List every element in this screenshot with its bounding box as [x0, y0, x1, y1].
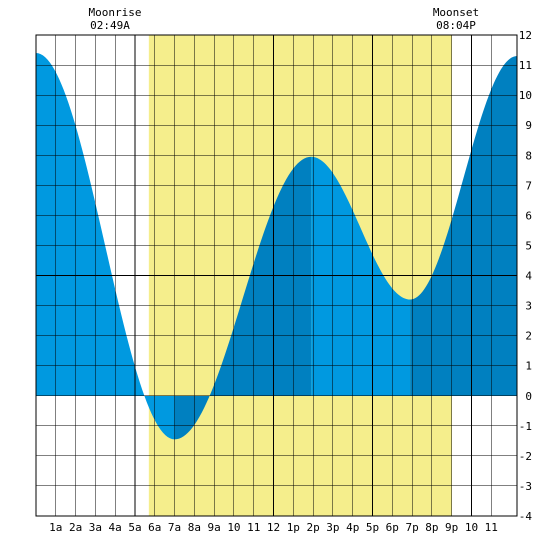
- x-tick-label: 10: [227, 521, 240, 534]
- x-tick-label: 4a: [109, 521, 122, 534]
- x-tick-label: 4p: [346, 521, 359, 534]
- x-tick-label: 2p: [306, 521, 319, 534]
- x-tick-label: 1a: [49, 521, 62, 534]
- y-tick-label: 5: [525, 239, 532, 252]
- y-tick-label: 10: [519, 89, 532, 102]
- moonset-title: Moonset: [433, 6, 479, 19]
- y-tick-label: 4: [525, 270, 532, 283]
- y-tick-label: 7: [525, 179, 532, 192]
- x-tick-label: 6a: [148, 521, 161, 534]
- moonrise-title: Moonrise: [89, 6, 142, 19]
- x-tick-label: 5p: [366, 521, 379, 534]
- y-tick-label: -4: [519, 510, 533, 523]
- x-tick-label: 12: [267, 521, 280, 534]
- moonset-time: 08:04P: [436, 19, 476, 32]
- falling-tide-area: [311, 156, 411, 396]
- y-tick-label: 11: [519, 59, 532, 72]
- y-tick-label: -2: [519, 450, 532, 463]
- x-tick-label: 6p: [386, 521, 399, 534]
- x-tick-label: 3a: [89, 521, 102, 534]
- falling-tide-area: [36, 53, 175, 440]
- x-tick-label: 8p: [425, 521, 438, 534]
- rising-tide-area: [174, 156, 312, 440]
- x-tick-label: 8a: [188, 521, 201, 534]
- moonrise-time: 02:49A: [90, 19, 130, 32]
- rising-tide-area: [410, 56, 517, 396]
- y-tick-label: 9: [525, 119, 532, 132]
- y-tick-label: -1: [519, 420, 532, 433]
- x-tick-label: 7a: [168, 521, 181, 534]
- x-tick-label: 1p: [287, 521, 300, 534]
- y-tick-label: 2: [525, 330, 532, 343]
- y-tick-label: -3: [519, 480, 532, 493]
- x-tick-label: 7p: [405, 521, 418, 534]
- y-tick-label: 8: [525, 149, 532, 162]
- x-tick-label: 9p: [445, 521, 458, 534]
- y-tick-label: 3: [525, 300, 532, 313]
- x-tick-label: 9a: [208, 521, 221, 534]
- x-tick-label: 11: [247, 521, 260, 534]
- x-tick-label: 5a: [128, 521, 141, 534]
- y-tick-label: 0: [525, 390, 532, 403]
- plot-frame: [35, 34, 518, 517]
- x-tick-label: 2a: [69, 521, 82, 534]
- y-tick-label: 12: [519, 29, 532, 42]
- y-tick-label: 1: [525, 360, 532, 373]
- y-tick-label: 6: [525, 209, 532, 222]
- x-tick-label: 10: [465, 521, 478, 534]
- x-tick-label: 11: [485, 521, 498, 534]
- x-tick-label: 3p: [326, 521, 339, 534]
